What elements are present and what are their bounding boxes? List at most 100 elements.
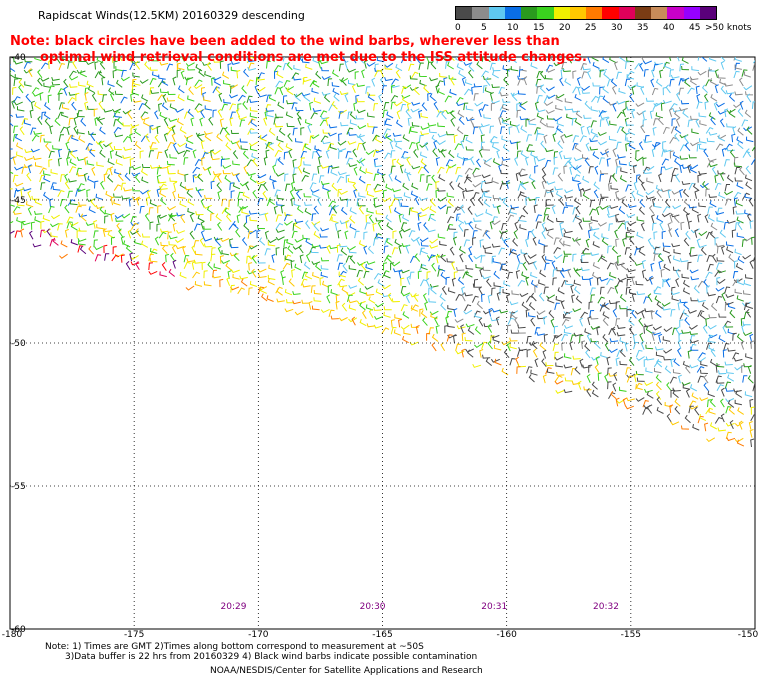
wind-barb: [164, 148, 169, 158]
wind-barb: [674, 132, 680, 142]
wind-barb: [517, 78, 524, 86]
wind-barb: [703, 374, 709, 384]
wind-barb: [365, 214, 370, 223]
legend-color-bar: [455, 6, 717, 20]
wind-barb: [429, 93, 436, 102]
wind-barb: [643, 358, 648, 367]
wind-barb: [728, 109, 736, 118]
wind-barb: [330, 169, 338, 176]
wind-barb: [467, 326, 475, 335]
wind-barb: [662, 279, 667, 288]
wind-barb: [313, 230, 321, 239]
wind-barb: [445, 61, 450, 69]
wind-barb: [491, 83, 500, 89]
wind-barb: [120, 96, 128, 104]
wind-barb: [633, 181, 638, 191]
wind-barb: [445, 276, 450, 285]
wind-barb: [563, 250, 572, 255]
wind-barb: [624, 133, 630, 141]
wind-barb: [174, 108, 184, 113]
wind-barb: [275, 172, 285, 177]
wind-barb: [719, 171, 725, 181]
wind-barb: [302, 283, 311, 288]
wind-barb: [642, 60, 652, 65]
wind-barb: [257, 224, 266, 230]
wind-barb: [697, 174, 702, 183]
wind-barb: [465, 117, 475, 122]
note-line-2: optimal wind retrieval conditions are me…: [40, 50, 587, 65]
wind-barb: [224, 174, 231, 183]
wind-barb: [482, 354, 491, 359]
wind-barb: [701, 84, 708, 94]
wind-barb: [130, 126, 135, 136]
wind-barb: [249, 129, 258, 134]
wind-barb: [320, 271, 329, 278]
wind-barb: [624, 342, 629, 352]
wind-barb: [676, 91, 681, 101]
wind-barb: [480, 134, 485, 143]
wind-barb: [627, 221, 637, 226]
wind-barb: [189, 230, 195, 240]
wind-barb: [12, 206, 21, 213]
wind-barb: [51, 214, 60, 220]
wind-barb: [561, 342, 566, 351]
wind-barb: [293, 167, 298, 176]
wind-barb: [240, 278, 248, 287]
wind-barb: [401, 292, 411, 297]
wind-barb: [720, 387, 725, 397]
wind-barb: [122, 135, 131, 143]
wind-barb: [656, 189, 662, 198]
wind-barb: [701, 302, 709, 310]
wind-barb: [691, 392, 699, 400]
wind-barb: [570, 284, 575, 294]
wind-barb: [326, 294, 331, 304]
legend-tick: 30: [611, 23, 623, 33]
wind-barb: [363, 231, 368, 240]
wind-barb: [21, 221, 31, 226]
wind-barb: [474, 326, 482, 335]
wind-barb: [193, 173, 203, 179]
wind-barb: [31, 87, 40, 94]
wind-barb: [725, 431, 732, 440]
wind-barb: [320, 257, 330, 262]
wind-barb: [574, 118, 582, 126]
wind-barb: [407, 117, 412, 126]
wind-barb: [144, 101, 151, 110]
wind-barb: [365, 149, 375, 156]
wind-barb: [606, 213, 616, 218]
wind-barb: [84, 87, 90, 96]
wind-barb: [496, 149, 501, 159]
wind-barb: [149, 257, 158, 263]
wind-barb: [525, 238, 530, 247]
wind-barb: [468, 246, 473, 256]
wind-barb: [714, 182, 722, 191]
wind-barb: [719, 78, 727, 86]
wind-barb: [305, 238, 313, 246]
wind-barb: [336, 254, 343, 262]
footer-note-1: Note: 1) Times are GMT 2)Times along bot…: [45, 642, 424, 652]
wind-barb: [120, 76, 130, 82]
wind-barb: [613, 371, 618, 381]
wind-barb: [139, 206, 145, 214]
wind-barb: [410, 305, 418, 312]
wind-barb: [64, 228, 69, 238]
wind-barb: [29, 109, 34, 119]
wind-barb: [724, 82, 733, 87]
wind-barb: [64, 180, 70, 190]
wind-barb: [480, 181, 486, 189]
wind-barb: [579, 317, 584, 327]
wind-barb: [269, 175, 277, 183]
wind-barb: [585, 349, 591, 359]
wind-barb: [431, 174, 437, 184]
wind-barb: [113, 126, 122, 134]
wind-barb: [187, 108, 194, 117]
legend-tick: 25: [585, 23, 597, 33]
wind-barb: [707, 157, 717, 162]
wind-barb: [716, 384, 724, 392]
wind-barb: [78, 201, 87, 206]
wind-barb: [178, 193, 186, 199]
wind-barb: [66, 157, 71, 166]
wind-barb: [689, 247, 695, 255]
wind-barb: [688, 405, 694, 414]
wind-barb: [599, 205, 609, 210]
